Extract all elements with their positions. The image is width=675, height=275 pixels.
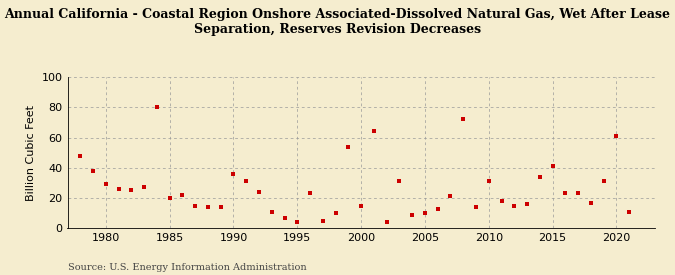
Point <box>138 185 149 190</box>
Point <box>573 191 584 196</box>
Point <box>445 194 456 199</box>
Point <box>177 193 188 197</box>
Point <box>611 134 622 138</box>
Point <box>381 220 392 224</box>
Point <box>215 205 226 209</box>
Point <box>407 212 418 217</box>
Point <box>420 211 431 215</box>
Point <box>598 179 609 184</box>
Point <box>343 144 354 149</box>
Point <box>509 203 520 208</box>
Point <box>458 117 468 122</box>
Point <box>113 187 124 191</box>
Point <box>279 216 290 220</box>
Point <box>228 172 239 176</box>
Point <box>202 205 213 209</box>
Point <box>190 203 200 208</box>
Point <box>432 206 443 211</box>
Point <box>151 105 162 109</box>
Point <box>88 169 99 173</box>
Point <box>535 175 545 179</box>
Point <box>394 179 405 184</box>
Point <box>624 210 634 214</box>
Point <box>356 203 367 208</box>
Point <box>267 210 277 214</box>
Point <box>164 196 175 200</box>
Point <box>522 202 533 206</box>
Point <box>317 218 328 223</box>
Text: Annual California - Coastal Region Onshore Associated-Dissolved Natural Gas, Wet: Annual California - Coastal Region Onsho… <box>5 8 670 36</box>
Point <box>483 179 494 184</box>
Point <box>330 211 341 215</box>
Point <box>369 129 379 134</box>
Point <box>304 191 315 196</box>
Point <box>585 200 596 205</box>
Point <box>496 199 507 203</box>
Text: Source: U.S. Energy Information Administration: Source: U.S. Energy Information Administ… <box>68 263 306 272</box>
Y-axis label: Billion Cubic Feet: Billion Cubic Feet <box>26 104 36 201</box>
Point <box>241 179 252 184</box>
Point <box>75 153 86 158</box>
Point <box>560 191 571 196</box>
Point <box>547 164 558 168</box>
Point <box>254 190 265 194</box>
Point <box>101 182 111 186</box>
Point <box>126 188 137 192</box>
Point <box>470 205 481 209</box>
Point <box>292 220 302 224</box>
